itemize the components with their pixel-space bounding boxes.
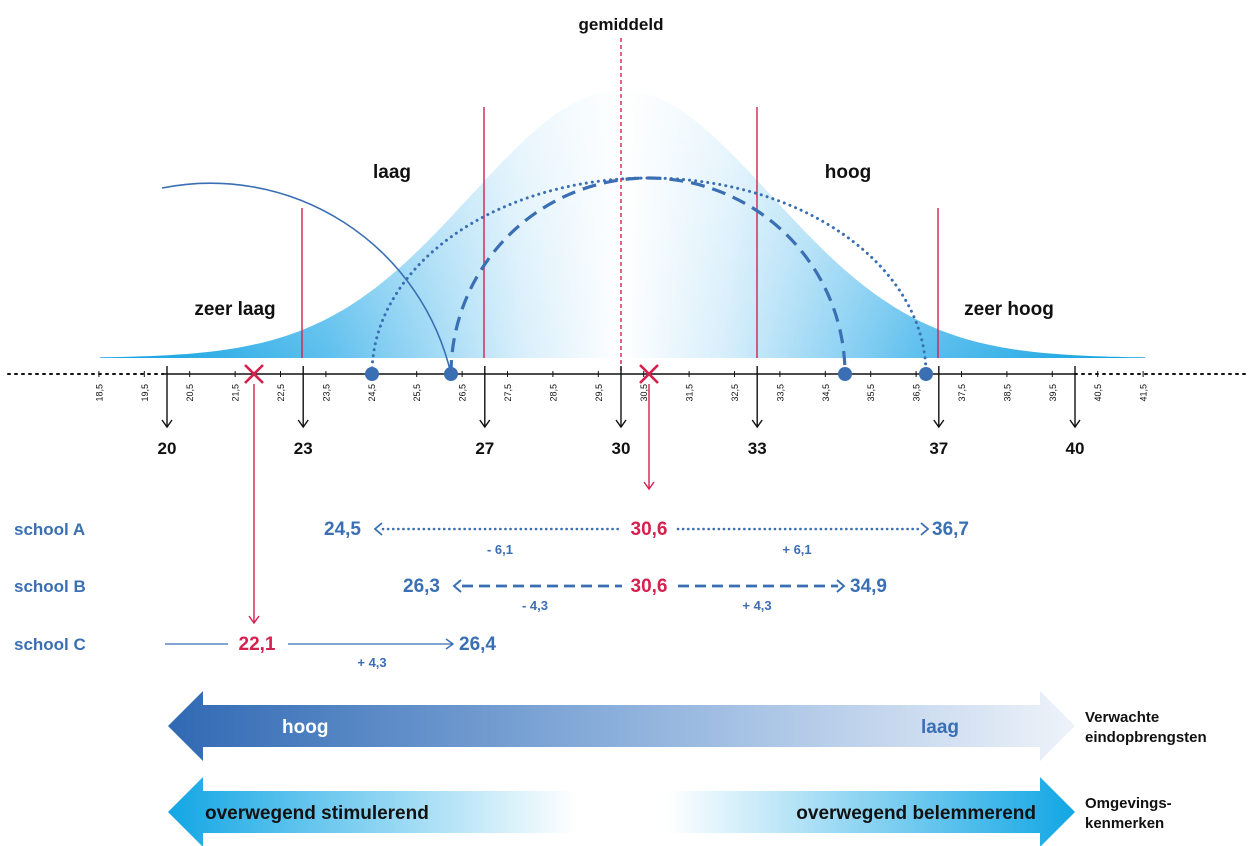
cross-22-1 [244,364,264,384]
label-hoog: hoog [825,162,871,183]
major-tick-label: 23 [294,439,313,458]
label-zeer-hoog: zeer hoog [964,299,1054,320]
major-ticks: 20 23 27 30 33 37 40 [158,366,1085,458]
dot-26-3 [444,367,458,381]
minor-tick-label: 35,5 [866,384,876,402]
label-zeer-laag: zeer laag [194,299,275,320]
minor-tick-label: 19,5 [140,384,150,402]
environment-right-label: overwegend belemmerend [796,803,1036,824]
environment-caption-2: kenmerken [1085,815,1164,832]
minor-tick-label: 25,5 [412,384,422,402]
school-a-row: school A 24,5 30,6 36,7 - 6,1 + 6,1 [14,519,969,557]
school-c-plus: + 4,3 [357,655,386,670]
dot-34-9 [838,367,852,381]
major-tick-arrowhead [161,419,173,429]
arc-school-b [449,176,847,375]
cross-30-6 [639,364,659,384]
major-tick-label: 33 [748,439,767,458]
major-tick-label: 20 [158,439,177,458]
expected-left-label: hoog [282,717,328,738]
major-tick-label: 37 [929,439,948,458]
minor-tick-label: 33,5 [775,384,785,402]
minor-tick-label: 31,5 [685,384,695,402]
minor-tick-label: 26,5 [458,384,468,402]
minor-tick-label: 21,5 [231,384,241,402]
school-b-minus: - 4,3 [522,598,548,613]
minor-tick-label: 29,5 [594,384,604,402]
school-c-row: school C 22,1 26,4 + 4,3 [14,634,496,670]
minor-ticks: 18,5 19,5 20,5 21,5 22,5 23,5 24,5 25,5 26,5 27,5… [94,371,1149,402]
minor-tick-label: 22,5 [276,384,286,402]
major-tick-arrowhead [1069,419,1081,429]
minor-tick-label: 39,5 [1048,384,1058,402]
label-gemiddeld: gemiddeld [578,15,663,34]
expected-results-arrow: hoog laag Verwachte eindopbrengsten [168,691,1207,761]
expected-caption-1: Verwachte [1085,709,1159,726]
category-lines [301,107,939,358]
minor-tick-label: 24,5 [367,384,377,402]
major-tick-arrowhead [933,419,945,429]
school-c-mid: 22,1 [239,634,276,655]
minor-tick-label: 38,5 [1002,384,1012,402]
minor-tick-label: 18,5 [94,384,104,402]
expected-right-label: laag [921,717,959,738]
minor-tick-label: 20,5 [185,384,195,402]
pointer-arrow-22-1 [248,384,260,625]
major-tick-arrowhead [297,419,309,429]
environment-left-label: overwegend stimulerend [205,803,429,824]
school-b-row: school B 26,3 30,6 34,9 - 4,3 + 4,3 [14,576,887,613]
bell-curve-fade [100,90,1145,358]
minor-tick-label: 28,5 [548,384,558,402]
major-tick-arrowhead [751,419,763,429]
school-a-plus: + 6,1 [782,542,811,557]
label-laag: laag [373,162,411,183]
school-c-high: 26,4 [459,634,496,655]
minor-tick-label: 41,5 [1139,384,1149,402]
axis-markers [365,367,933,381]
school-a-minus: - 6,1 [487,542,513,557]
minor-tick-label: 32,5 [730,384,740,402]
school-c-name: school C [14,635,86,654]
major-tick-label: 30 [612,439,631,458]
school-b-mid: 30,6 [631,576,668,597]
minor-tick-label: 40,5 [1093,384,1103,402]
major-tick-label: 27 [475,439,494,458]
dot-24-5 [365,367,379,381]
school-b-name: school B [14,577,86,596]
expected-caption-2: eindopbrengsten [1085,729,1207,746]
school-a-low: 24,5 [324,519,361,540]
dot-36-7 [919,367,933,381]
minor-tick-label: 34,5 [821,384,831,402]
minor-tick-label: 37,5 [957,384,967,402]
major-tick-arrowhead [479,419,491,429]
school-b-plus: + 4,3 [742,598,771,613]
major-tick-arrowhead [615,419,627,429]
school-a-name: school A [14,520,85,539]
school-b-high: 34,9 [850,576,887,597]
pointer-arrow-30-6 [643,384,655,491]
school-a-mid: 30,6 [631,519,668,540]
environment-arrow: overwegend stimulerend overwegend belemm… [168,777,1172,846]
minor-tick-label: 27,5 [503,384,513,402]
minor-tick-label: 36,5 [912,384,922,402]
minor-tick-label: 23,5 [321,384,331,402]
major-tick-label: 40 [1066,439,1085,458]
school-b-low: 26,3 [403,576,440,597]
minor-tick-label: 30,5 [639,384,649,402]
school-a-high: 36,7 [932,519,969,540]
arc-school-c [161,182,452,375]
environment-caption-1: Omgevings- [1085,795,1172,812]
